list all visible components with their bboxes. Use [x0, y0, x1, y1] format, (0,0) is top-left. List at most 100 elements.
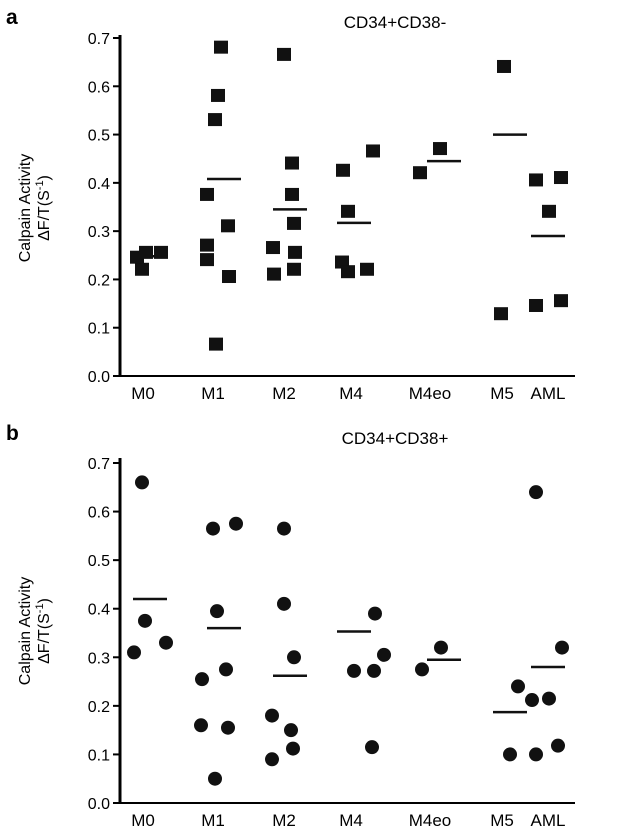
data-point	[208, 113, 222, 127]
data-point	[542, 691, 556, 706]
y-tick-label: 0.0	[88, 369, 110, 386]
data-point	[433, 142, 447, 156]
data-point	[194, 718, 208, 733]
data-point	[265, 708, 279, 723]
y-axis-label-line2: ΔF/T(S-1)	[34, 175, 53, 241]
x-category-label: AML	[531, 811, 566, 830]
data-point	[434, 640, 448, 655]
data-point	[287, 262, 301, 276]
y-axis-label-superscript: -1	[34, 603, 46, 613]
x-category-label: M0	[131, 811, 155, 830]
x-category-label: M0	[131, 384, 155, 403]
y-axis-label-main: ΔF/T(S	[36, 190, 53, 241]
data-point	[367, 663, 381, 678]
data-point	[211, 88, 225, 102]
data-point	[277, 521, 291, 536]
y-axis-label-close: )	[36, 175, 53, 180]
x-category-label: M5	[490, 384, 514, 403]
data-point	[368, 606, 382, 621]
data-point	[529, 485, 543, 500]
y-tick-label: 0.5	[88, 553, 110, 570]
y-axis-label-main: ΔF/T(S	[36, 613, 53, 664]
y-tick-label: 0.2	[88, 699, 110, 716]
data-point	[266, 241, 280, 255]
x-category-label: M4eo	[409, 811, 452, 830]
data-point	[341, 204, 355, 218]
data-point	[285, 156, 299, 170]
data-point	[221, 219, 235, 233]
y-tick-label: 0.6	[88, 505, 110, 522]
x-categories: M0 M1 M2 M4 M4eo M5 AML	[131, 384, 565, 403]
x-category-label: M2	[272, 384, 296, 403]
y-axis-label: Calpain Activity ΔF/T(S-1)	[17, 154, 53, 263]
data-point	[219, 662, 233, 677]
data-point	[347, 663, 361, 678]
y-tick-label: 0.2	[88, 272, 110, 289]
y-ticks: 0.0 0.1 0.2 0.3 0.4 0.5 0.6 0.7	[88, 456, 120, 813]
y-tick-label: 0.7	[88, 456, 110, 473]
data-point	[285, 187, 299, 201]
y-axis-label-close: )	[36, 598, 53, 603]
data-point	[159, 635, 173, 650]
data-point	[208, 771, 222, 786]
data-point	[206, 521, 220, 536]
panel-b: b CD34+CD38+ Calpain Activity ΔF/T(S-1) …	[6, 422, 575, 830]
x-category-label: M5	[490, 811, 514, 830]
y-axis-label-line2: ΔF/T(S-1)	[34, 598, 53, 664]
x-category-label: M4eo	[409, 384, 452, 403]
data-point	[341, 265, 355, 279]
y-axis-label-superscript: -1	[34, 180, 46, 190]
data-point	[286, 741, 300, 756]
y-tick-label: 0.1	[88, 747, 110, 764]
data-point	[287, 216, 301, 230]
data-point	[221, 720, 235, 735]
data-point	[365, 740, 379, 755]
mean-lines	[133, 133, 565, 258]
data-point	[551, 738, 565, 753]
x-category-label: M1	[201, 384, 225, 403]
data-point	[209, 337, 223, 351]
data-point	[366, 144, 380, 158]
panel-label: b	[6, 422, 19, 445]
data-point	[229, 516, 243, 531]
data-point	[503, 747, 517, 762]
data-point	[267, 267, 281, 281]
data-point	[200, 238, 214, 252]
y-tick-label: 0.4	[88, 602, 110, 619]
panel-label: a	[6, 6, 18, 29]
data-point	[127, 645, 141, 660]
y-tick-label: 0.4	[88, 176, 110, 193]
data-point	[277, 596, 291, 611]
y-tick-label: 0.1	[88, 321, 110, 338]
x-category-label: M4	[339, 384, 363, 403]
data-point	[377, 647, 391, 662]
data-point	[277, 47, 291, 61]
x-category-label: AML	[531, 384, 566, 403]
y-tick-label: 0.0	[88, 796, 110, 813]
data-point	[200, 253, 214, 267]
chart-title: CD34+CD38-	[344, 13, 447, 32]
x-categories: M0 M1 M2 M4 M4eo M5 AML	[131, 811, 565, 830]
data-point	[529, 747, 543, 762]
x-category-label: M4	[339, 811, 363, 830]
y-tick-label: 0.3	[88, 650, 110, 667]
data-point	[222, 270, 236, 284]
y-ticks: 0.0 0.1 0.2 0.3 0.4 0.5 0.6 0.7	[88, 31, 120, 386]
data-point	[554, 171, 568, 185]
y-axis-label: Calpain Activity ΔF/T(S-1)	[17, 577, 53, 686]
y-axis-label-line1: Calpain Activity	[17, 154, 34, 263]
data-point	[210, 604, 224, 619]
y-axis-label-line1: Calpain Activity	[17, 577, 34, 686]
data-point	[413, 166, 427, 180]
x-category-label: M1	[201, 811, 225, 830]
data-point	[555, 640, 569, 655]
data-point	[511, 679, 525, 694]
data-point	[554, 294, 568, 308]
data-points	[127, 475, 569, 786]
y-tick-label: 0.7	[88, 31, 110, 48]
data-point	[360, 262, 374, 276]
data-point	[265, 752, 279, 767]
data-point	[494, 307, 508, 321]
data-point	[284, 723, 298, 738]
